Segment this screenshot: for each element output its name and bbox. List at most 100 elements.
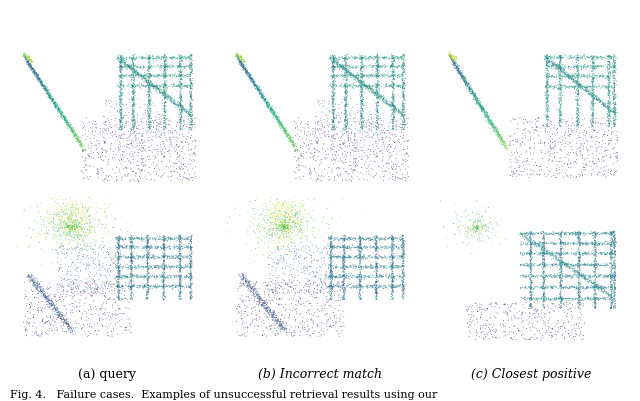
Point <box>328 81 339 88</box>
Point <box>397 64 407 71</box>
Point <box>538 236 548 243</box>
Point <box>246 77 257 83</box>
Point <box>101 299 111 305</box>
Point <box>374 62 384 69</box>
Point <box>159 257 169 264</box>
Point <box>552 63 563 69</box>
Point <box>68 131 79 137</box>
Point <box>33 74 43 81</box>
Point <box>273 301 284 308</box>
Point <box>278 126 289 133</box>
Point <box>365 73 375 80</box>
Point <box>309 166 319 172</box>
Point <box>500 329 510 335</box>
Point <box>253 222 263 228</box>
Point <box>141 79 151 86</box>
Point <box>127 282 137 289</box>
Point <box>106 141 116 148</box>
Point <box>379 236 389 242</box>
Point <box>496 142 506 148</box>
Point <box>115 58 125 64</box>
Point <box>583 91 593 97</box>
Point <box>69 223 79 229</box>
Point <box>339 265 349 271</box>
Point <box>127 259 137 265</box>
Point <box>329 157 339 163</box>
Point <box>525 249 536 255</box>
Point <box>376 235 387 241</box>
Point <box>125 233 136 239</box>
Point <box>539 306 549 312</box>
Point <box>319 290 329 297</box>
Point <box>274 222 284 228</box>
Point <box>270 316 280 322</box>
Point <box>569 80 579 86</box>
Point <box>27 66 37 73</box>
Point <box>176 82 186 88</box>
Point <box>584 92 595 99</box>
Point <box>328 83 338 89</box>
Point <box>145 285 156 292</box>
Point <box>180 245 191 251</box>
Point <box>23 54 33 60</box>
Point <box>276 126 286 132</box>
Point <box>548 251 558 257</box>
Point <box>69 292 79 299</box>
Point <box>354 79 364 85</box>
Point <box>351 83 361 90</box>
Point <box>521 273 531 280</box>
Point <box>337 66 348 73</box>
Point <box>589 291 600 297</box>
Point <box>371 100 381 106</box>
Point <box>546 74 556 81</box>
Point <box>330 73 340 80</box>
Point <box>376 95 386 101</box>
Point <box>113 294 124 300</box>
Point <box>143 79 154 85</box>
Point <box>143 98 154 104</box>
Point <box>355 242 365 249</box>
Point <box>264 253 275 259</box>
Point <box>538 253 548 259</box>
Point <box>276 326 287 332</box>
Point <box>372 270 382 277</box>
Point <box>577 86 588 92</box>
Point <box>397 112 408 118</box>
Point <box>349 55 359 61</box>
Point <box>328 128 338 134</box>
Point <box>369 71 380 78</box>
Point <box>447 61 457 67</box>
Point <box>377 274 387 281</box>
Point <box>326 283 337 290</box>
Point <box>387 73 397 79</box>
Point <box>261 308 271 315</box>
Point <box>397 239 407 245</box>
Point <box>376 284 386 290</box>
Point <box>372 62 383 68</box>
Point <box>250 287 260 293</box>
Point <box>32 308 42 314</box>
Point <box>371 285 381 292</box>
Point <box>562 85 572 91</box>
Point <box>355 79 365 85</box>
Point <box>252 317 262 324</box>
Point <box>237 57 247 63</box>
Point <box>573 106 584 113</box>
Point <box>307 303 317 310</box>
Point <box>527 279 537 286</box>
Point <box>547 301 557 307</box>
Point <box>147 67 157 73</box>
Point <box>85 292 95 299</box>
Point <box>604 251 614 258</box>
Point <box>557 64 567 70</box>
Point <box>66 217 76 223</box>
Point <box>86 279 96 285</box>
Point <box>186 289 196 296</box>
Point <box>454 69 465 75</box>
Point <box>26 63 36 69</box>
Point <box>367 84 378 91</box>
Point <box>21 56 31 63</box>
Point <box>383 283 394 289</box>
Point <box>291 318 301 324</box>
Point <box>151 73 161 80</box>
